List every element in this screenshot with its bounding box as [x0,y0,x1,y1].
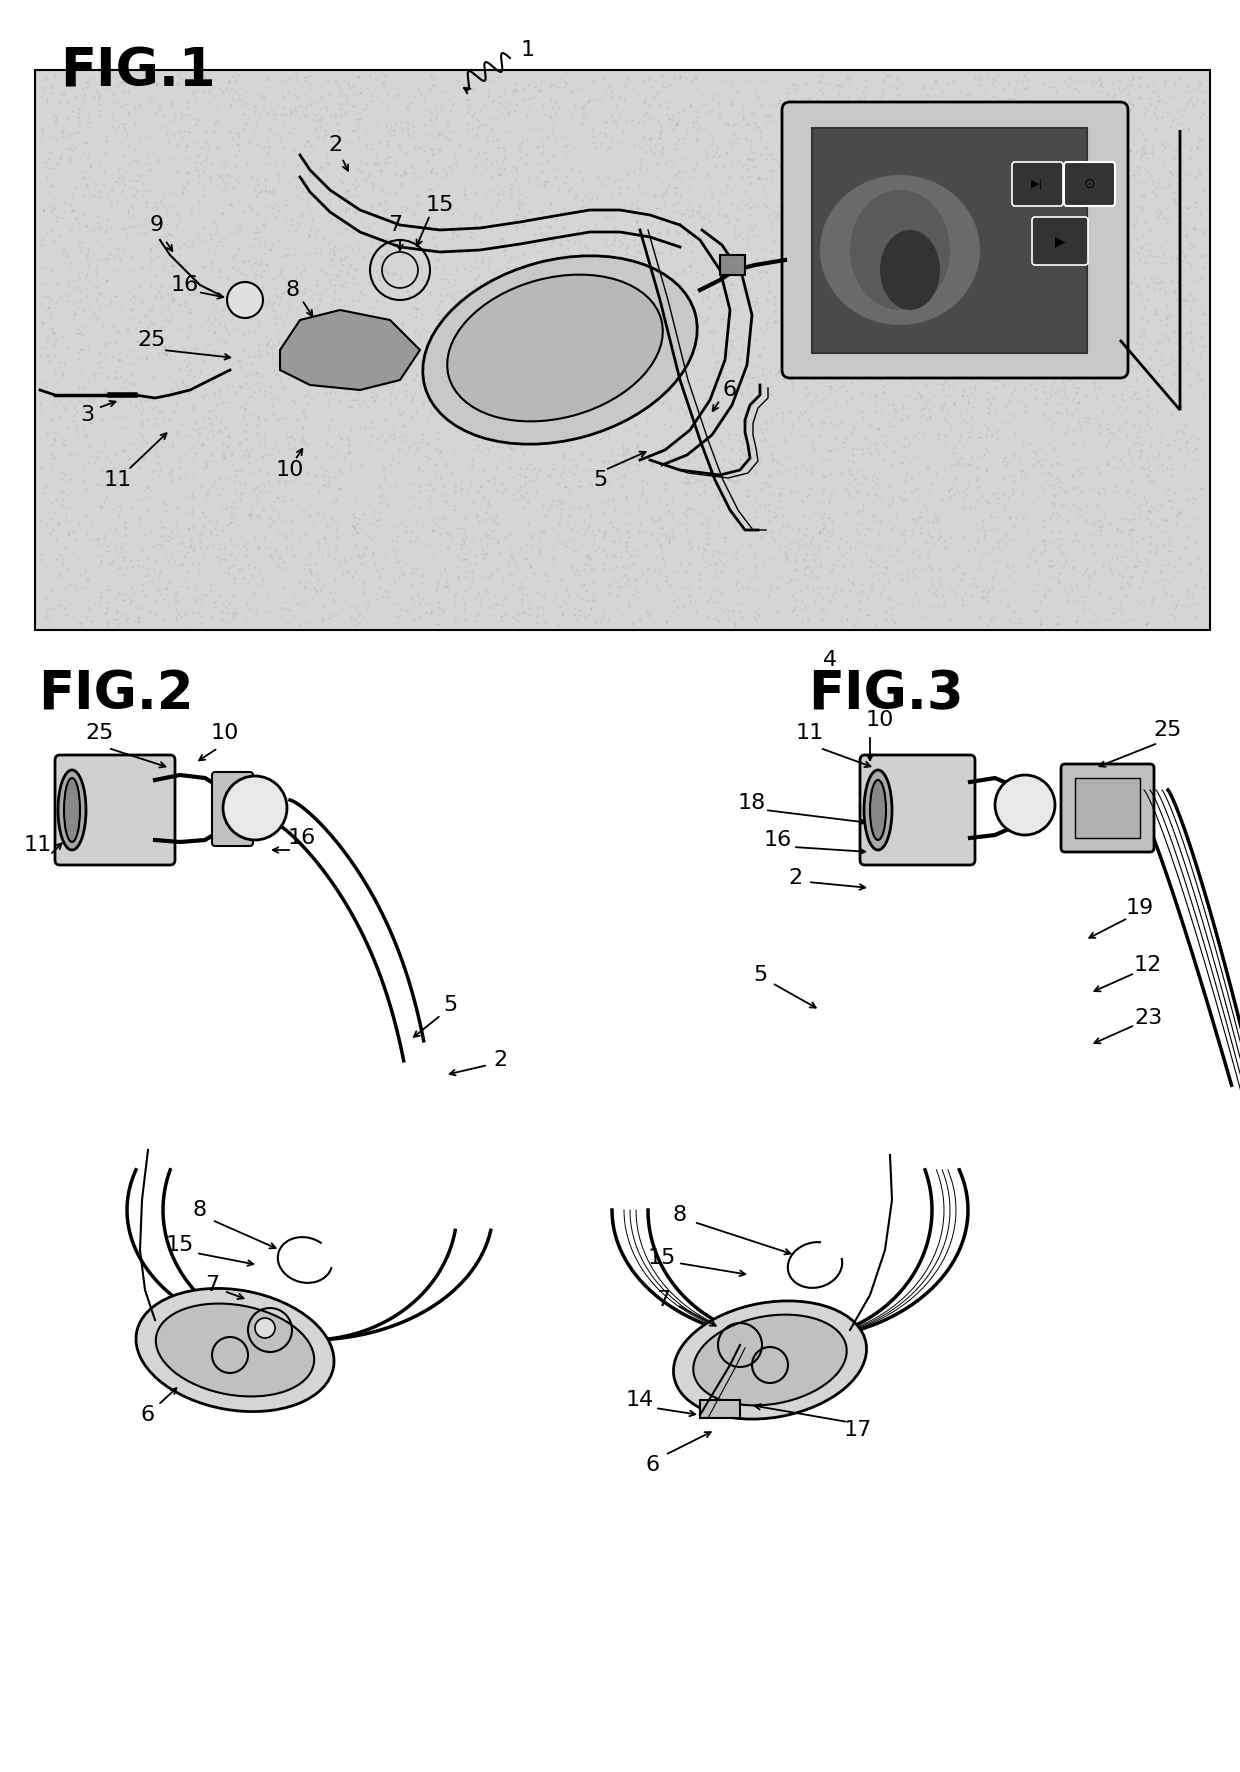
FancyBboxPatch shape [861,755,975,865]
Ellipse shape [448,275,663,422]
Text: 2: 2 [494,1051,507,1070]
Text: 6: 6 [141,1405,155,1425]
Circle shape [223,776,286,840]
Text: 5: 5 [443,996,458,1015]
Text: ⊙: ⊙ [1084,177,1096,191]
FancyBboxPatch shape [212,773,253,845]
Text: 6: 6 [646,1455,660,1474]
Ellipse shape [673,1301,867,1419]
Text: 1: 1 [521,41,536,60]
Bar [812,128,1087,353]
Bar [35,71,1210,631]
Text: 25: 25 [138,330,166,351]
Text: 2: 2 [327,135,342,154]
Polygon shape [280,310,420,390]
Text: 18: 18 [738,794,766,813]
Text: 15: 15 [425,195,454,214]
Text: 16: 16 [764,829,792,851]
Text: 3: 3 [79,406,94,425]
Text: 7: 7 [656,1290,670,1310]
Text: 11: 11 [104,470,133,491]
Text: ▶: ▶ [1055,234,1065,248]
Circle shape [994,774,1055,835]
FancyBboxPatch shape [1012,161,1063,206]
Text: ▶|: ▶| [1030,179,1043,190]
Ellipse shape [693,1315,847,1405]
Text: FIG.1: FIG.1 [60,44,216,97]
Circle shape [255,1318,275,1338]
Text: 2: 2 [787,868,802,888]
Text: 10: 10 [275,461,304,480]
Bar [701,1400,740,1418]
FancyBboxPatch shape [55,755,175,865]
FancyBboxPatch shape [1032,216,1087,266]
Text: 25: 25 [86,723,114,742]
Ellipse shape [880,230,940,310]
Bar [720,255,745,275]
Text: 4: 4 [823,650,837,670]
Text: 6: 6 [723,379,737,400]
Text: 5: 5 [753,966,768,985]
Text: FIG.3: FIG.3 [808,668,963,719]
Bar [1075,778,1140,838]
Text: 25: 25 [1153,719,1182,741]
Text: 17: 17 [844,1419,872,1441]
Text: 12: 12 [1133,955,1162,975]
Ellipse shape [870,780,887,840]
Text: 16: 16 [171,275,200,294]
Text: 14: 14 [626,1389,655,1411]
Text: 19: 19 [1126,898,1154,918]
Ellipse shape [136,1288,334,1412]
Ellipse shape [423,255,697,445]
Text: 8: 8 [673,1205,687,1224]
FancyBboxPatch shape [1061,764,1154,852]
Text: 8: 8 [193,1200,207,1219]
Text: 7: 7 [205,1276,219,1295]
FancyBboxPatch shape [1064,161,1115,206]
Text: FIG.2: FIG.2 [38,668,193,719]
Ellipse shape [864,771,892,851]
Text: 9: 9 [150,214,164,236]
Text: 10: 10 [211,723,239,742]
Text: 16: 16 [288,828,316,849]
FancyBboxPatch shape [782,103,1128,377]
Text: 15: 15 [647,1247,676,1269]
Text: 7: 7 [388,214,402,236]
Ellipse shape [849,190,950,310]
Text: 11: 11 [796,723,825,742]
Text: 11: 11 [24,835,52,856]
Ellipse shape [156,1304,314,1396]
Ellipse shape [820,175,980,324]
Text: 5: 5 [593,470,608,491]
Text: 23: 23 [1133,1008,1162,1028]
Ellipse shape [58,771,86,851]
Text: 15: 15 [166,1235,195,1255]
Ellipse shape [64,778,81,842]
Circle shape [227,282,263,317]
Text: 10: 10 [866,711,894,730]
Text: 8: 8 [286,280,300,299]
